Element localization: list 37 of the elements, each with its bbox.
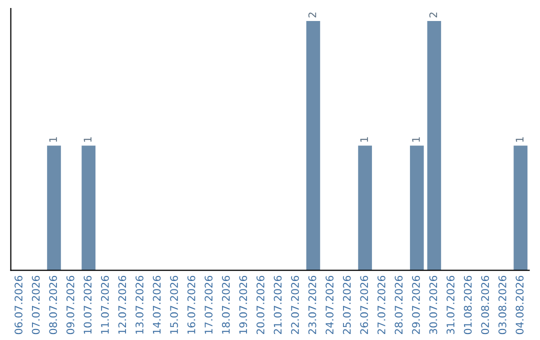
x-tick-label: 07.07.2026 bbox=[32, 276, 40, 334]
x-tick-label: 01.08.2026 bbox=[464, 276, 472, 334]
x-tick-label: 14.07.2026 bbox=[152, 276, 161, 334]
x-tick-label: 23.07.2026 bbox=[308, 276, 316, 334]
x-tick-label: 31.07.2026 bbox=[446, 276, 454, 334]
x-tick-label: 02.08.2026 bbox=[481, 276, 490, 334]
data-label: 2 bbox=[429, 12, 438, 18]
x-tick-label: 20.07.2026 bbox=[256, 276, 264, 334]
x-tick-label: 25.07.2026 bbox=[342, 276, 351, 334]
x-tick-label: 18.07.2026 bbox=[222, 276, 230, 334]
x-tick-label: 28.07.2026 bbox=[394, 276, 403, 334]
x-tick-label: 11.07.2026 bbox=[100, 276, 109, 334]
data-label: 1 bbox=[49, 137, 57, 142]
x-tick-label: 15.07.2026 bbox=[170, 276, 178, 334]
data-label: 1 bbox=[412, 137, 420, 142]
x-tick-label: 26.07.2026 bbox=[360, 276, 368, 334]
x-tick-label: 27.07.2026 bbox=[377, 276, 386, 334]
x-tick-label: 29.07.2026 bbox=[412, 276, 420, 334]
data-label: 2 bbox=[308, 12, 316, 18]
x-tick-label: 08.07.2026 bbox=[49, 276, 58, 334]
x-tick-label: 13.07.2026 bbox=[136, 276, 144, 334]
x-tick-label: 24.07.2026 bbox=[326, 276, 334, 334]
x-tick-label: 30.07.2026 bbox=[429, 276, 438, 334]
x-tick-label: 04.08.2026 bbox=[516, 276, 524, 334]
x-tick-label: 09.07.2026 bbox=[66, 276, 74, 334]
data-label: 1 bbox=[360, 137, 368, 142]
x-tick-label: 17.07.2026 bbox=[204, 276, 213, 334]
x-tick-label: 10.07.2026 bbox=[84, 276, 92, 334]
data-label: 1 bbox=[84, 137, 92, 142]
x-tick-label: 21.07.2026 bbox=[274, 276, 282, 334]
x-tick-label: 06.07.2026 bbox=[14, 276, 22, 334]
data-label: 1 bbox=[516, 137, 524, 142]
x-tick-label: 22.07.2026 bbox=[291, 276, 299, 334]
x-tick-label: 12.07.2026 bbox=[118, 276, 126, 334]
x-tick-label: 03.08.2026 bbox=[498, 276, 506, 334]
x-tick-label: 19.07.2026 bbox=[239, 276, 248, 334]
x-tick-label: 16.07.2026 bbox=[187, 276, 196, 334]
